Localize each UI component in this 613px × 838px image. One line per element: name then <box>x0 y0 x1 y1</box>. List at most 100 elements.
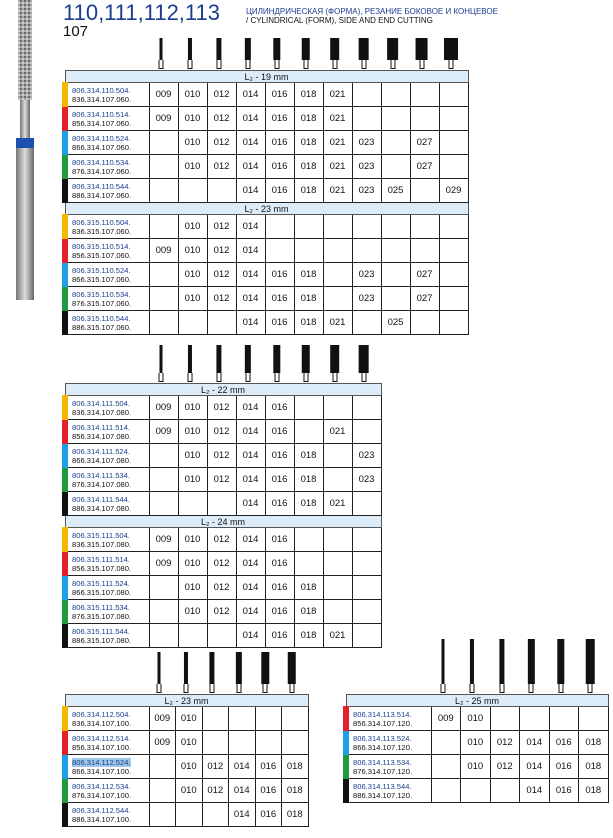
product-code-cell[interactable]: 806.315.111.504. 836.315.107.080. <box>62 527 150 552</box>
product-code-cell[interactable]: 806.314.111.534. 876.314.107.080. <box>62 467 150 492</box>
product-code-cell[interactable]: 806.314.110.544. 886.314.107.060. <box>62 178 150 203</box>
alt-product-code: 886.314.107.080. <box>72 503 132 513</box>
size-cell: 012 <box>201 778 229 803</box>
size-cell: 014 <box>235 82 266 107</box>
size-cell: 016 <box>264 286 295 311</box>
table-row: 806.314.110.504. 836.314.107.060. 009 010 01… <box>62 82 469 107</box>
size-cell: 012 <box>201 754 229 779</box>
size-cell: 014 <box>519 754 550 779</box>
size-cell <box>430 730 461 755</box>
product-code-cell[interactable]: 806.315.111.514. 856.315.107.080. <box>62 551 150 576</box>
size-cell: 009 <box>148 551 179 576</box>
size-cell <box>148 754 176 779</box>
product-code-cell[interactable]: 806.315.111.524. 866.315.107.080. <box>62 575 150 600</box>
product-code: 806.315.110.524. <box>72 265 131 275</box>
size-cell <box>519 706 550 731</box>
size-cell <box>254 706 282 731</box>
size-cell: 023 <box>351 154 382 179</box>
product-code-cell[interactable]: 806.314.113.544. 886.314.107.120. <box>343 778 432 803</box>
size-cell: 010 <box>177 395 208 420</box>
size-cell <box>351 599 382 624</box>
size-cell <box>322 527 353 552</box>
product-code-cell[interactable]: 806.314.112.544. 886.314.107.100. <box>62 802 150 827</box>
size-cell: 016 <box>264 467 295 492</box>
bur-icon <box>320 343 349 382</box>
product-code-cell[interactable]: 806.314.111.524. 866.314.107.080. <box>62 443 150 468</box>
product-code: 806.314.111.514. <box>72 422 130 432</box>
product-code-cell[interactable]: 806.314.111.504. 836.314.107.080. <box>62 395 150 420</box>
alt-product-code: 876.314.107.120. <box>353 766 413 776</box>
product-code-cell[interactable]: 806.314.111.544. 886.314.107.080. <box>62 491 150 516</box>
size-cell <box>206 623 237 648</box>
size-cell <box>293 395 324 420</box>
bur-icon <box>279 650 306 693</box>
table-row: 806.315.110.534. 876.315.107.060. 010 012 01… <box>62 286 469 311</box>
size-cell: 009 <box>148 730 176 755</box>
size-cell: 014 <box>235 310 266 335</box>
size-cell: 014 <box>235 467 266 492</box>
product-code-cell[interactable]: 806.314.112.534. 876.314.107.100. <box>62 778 150 803</box>
size-cell: 014 <box>235 419 266 444</box>
product-code-cell[interactable]: 806.314.113.534. 876.314.107.120. <box>343 754 432 779</box>
table-row: 806.314.111.534. 876.314.107.080. 010 012 01… <box>62 467 382 492</box>
bur-icon <box>146 343 175 382</box>
size-cell: 010 <box>177 238 208 263</box>
size-cell <box>409 310 440 335</box>
size-cell <box>351 214 382 239</box>
product-code-cell[interactable]: 806.314.110.534. 876.314.107.060. <box>62 154 150 179</box>
product-code-cell[interactable]: 806.314.112.524. 866.314.107.100. <box>62 754 150 779</box>
size-cell: 014 <box>235 262 266 287</box>
size-cell: 027 <box>409 130 440 155</box>
product-code-cell[interactable]: 806.314.112.514. 856.314.107.100. <box>62 730 150 755</box>
size-cell: 014 <box>235 238 266 263</box>
size-cell: 014 <box>235 623 266 648</box>
description-en: / CYLINDRICAL (FORM), SIDE AND END CUTTI… <box>246 16 433 25</box>
product-code-cell[interactable]: 806.315.110.534. 876.315.107.060. <box>62 286 150 311</box>
product-code-cell[interactable]: 806.314.110.504. 836.314.107.060. <box>62 82 150 107</box>
alt-product-code: 886.314.107.120. <box>353 790 413 800</box>
table-row: 806.314.111.524. 866.314.107.080. 010 012 01… <box>62 443 382 468</box>
size-cell: 009 <box>148 395 179 420</box>
table-row: 806.315.110.524. 866.315.107.060. 010 012 01… <box>62 262 469 287</box>
product-code-cell[interactable]: 806.314.110.514. 856.314.107.060. <box>62 106 150 131</box>
alt-product-code: 856.315.107.080. <box>72 563 132 573</box>
alt-product-code: 856.315.107.060. <box>72 250 132 260</box>
table-row: 806.314.111.544. 886.314.107.080. 014 016 01… <box>62 491 382 516</box>
size-cell <box>380 238 411 263</box>
product-code-cell[interactable]: 806.314.113.524. 866.314.107.120. <box>343 730 432 755</box>
product-code-cell[interactable]: 806.315.111.534. 876.315.107.080. <box>62 599 150 624</box>
size-cell: 012 <box>206 130 237 155</box>
bur-icon <box>291 343 320 382</box>
product-code-cell[interactable]: 806.315.110.524. 866.315.107.060. <box>62 262 150 287</box>
size-cell <box>409 238 440 263</box>
product-code-cell[interactable]: 806.314.113.514. 856.314.107.120. <box>343 706 432 731</box>
size-cell <box>380 82 411 107</box>
product-code-cell[interactable]: 806.315.110.504. 836.315.107.060. <box>62 214 150 239</box>
product-code-cell[interactable]: 806.315.110.544. 886.315.107.060. <box>62 310 150 335</box>
size-cell <box>148 467 179 492</box>
size-cell <box>438 130 469 155</box>
page-subtitle: 107 <box>63 23 89 40</box>
bur-icon <box>378 36 407 69</box>
size-cell: 023 <box>351 467 382 492</box>
bur-icon <box>252 650 279 693</box>
table-row: 806.314.112.544. 886.314.107.100. 014 016 01… <box>62 802 309 827</box>
bur-icon <box>146 650 173 693</box>
alt-product-code: 836.314.107.060. <box>72 94 132 104</box>
size-cell: 014 <box>235 130 266 155</box>
product-code-cell[interactable]: 806.314.110.524. 866.314.107.060. <box>62 130 150 155</box>
size-cell: 016 <box>264 491 295 516</box>
product-code-cell[interactable]: 806.315.111.544. 886.315.107.080. <box>62 623 150 648</box>
product-code-cell[interactable]: 806.314.112.504. 836.314.107.100. <box>62 706 150 731</box>
bur-size-icons <box>146 650 305 693</box>
bur-icon <box>349 343 378 382</box>
product-code: 806.314.112.534. <box>72 781 131 791</box>
size-cell <box>322 214 353 239</box>
size-cell: 010 <box>177 106 208 131</box>
size-cell: 029 <box>438 178 469 203</box>
size-cell: 014 <box>235 178 266 203</box>
size-cell: 027 <box>409 154 440 179</box>
product-code-cell[interactable]: 806.315.110.514. 856.315.107.060. <box>62 238 150 263</box>
product-code-cell[interactable]: 806.314.111.514. 856.314.107.080. <box>62 419 150 444</box>
size-cell: 010 <box>177 82 208 107</box>
